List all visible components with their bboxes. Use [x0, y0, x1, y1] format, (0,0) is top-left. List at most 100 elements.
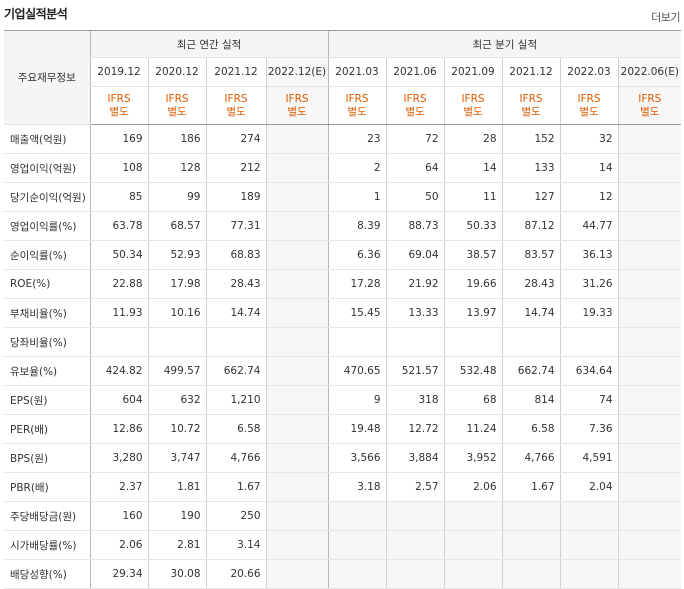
row-label: 시가배당률(%): [4, 530, 90, 560]
annual-value-cell: 3.14: [205, 530, 266, 560]
quarter-value-cell: 3,566: [327, 443, 387, 473]
quarter-value-cell: [617, 443, 682, 473]
annual-value-cell: 250: [205, 501, 266, 531]
annual-value-cell: 160: [89, 501, 148, 531]
table-row: EPS(원) 604 632 1,210 9 318 68 814 74: [4, 385, 682, 415]
quarter-value-cell: 19.66: [443, 269, 503, 299]
standard-separate: 별도: [109, 105, 129, 118]
quarter-value-cell: 31.26: [559, 269, 619, 299]
annual-value-cell: 662.74: [205, 356, 266, 386]
annual-value-cell: [265, 240, 329, 270]
annual-value-cell: [265, 211, 329, 241]
period-header: 2021.12: [205, 57, 266, 87]
table-row: 배당성향(%) 29.34 30.08 20.66: [4, 559, 682, 589]
quarter-value-cell: 1: [327, 182, 387, 212]
quarter-value-cell: 3.18: [327, 472, 387, 502]
period-header: 2021.12: [501, 57, 561, 87]
quarter-value-cell: [617, 298, 682, 328]
annual-value-cell: 1,210: [205, 385, 266, 415]
label-column-header: 주요재무정보: [4, 30, 90, 125]
annual-value-cell: 2.37: [89, 472, 148, 502]
annual-value-cell: 52.93: [147, 240, 206, 270]
quarter-value-cell: [385, 327, 445, 357]
table-body: 매출액(억원) 169 186 274 23 72 28 152 32 영업이익(억원) 108 12…: [4, 124, 682, 589]
quarter-value-cell: 68: [443, 385, 503, 415]
quarter-value-cell: [617, 385, 682, 415]
quarter-value-cell: 23: [327, 124, 387, 154]
accounting-standard-header: IFRS 별도: [501, 86, 561, 125]
accounting-standard-header: IFRS 별도: [205, 86, 266, 125]
quarter-value-cell: 19.33: [559, 298, 619, 328]
quarter-value-cell: [501, 327, 561, 357]
annual-value-cell: 169: [89, 124, 148, 154]
more-link[interactable]: 더보기: [651, 11, 680, 24]
period-header: 2021.06: [385, 57, 445, 87]
quarter-value-cell: [443, 559, 503, 589]
standard-ifrs: IFRS: [403, 92, 427, 105]
annual-value-cell: 11.93: [89, 298, 148, 328]
annual-value-cell: 68.83: [205, 240, 266, 270]
annual-value-cell: 63.78: [89, 211, 148, 241]
row-label: 당기순이익(억원): [4, 182, 90, 212]
table-row: 영업이익(억원) 108 128 212 2 64 14 133 14: [4, 153, 682, 183]
quarter-value-cell: [327, 559, 387, 589]
quarter-value-cell: 3,952: [443, 443, 503, 473]
quarter-value-cell: [559, 559, 619, 589]
standard-ifrs: IFRS: [285, 92, 309, 105]
quarter-value-cell: 2: [327, 153, 387, 183]
quarter-value-cell: [617, 211, 682, 241]
quarter-value-cell: 72: [385, 124, 445, 154]
quarter-value-cell: 15.45: [327, 298, 387, 328]
table-row: 당기순이익(억원) 85 99 189 1 50 11 127 12: [4, 182, 682, 212]
annual-value-cell: 4,766: [205, 443, 266, 473]
row-label: 부채비율(%): [4, 298, 90, 328]
table-row: PER(배) 12.86 10.72 6.58 19.48 12.72 11.24 6.58 7…: [4, 414, 682, 444]
row-label: PER(배): [4, 414, 90, 444]
quarter-value-cell: 470.65: [327, 356, 387, 386]
quarter-value-cell: 2.06: [443, 472, 503, 502]
period-header: 2019.12: [89, 57, 148, 87]
period-header: 2020.12: [147, 57, 206, 87]
annual-value-cell: [265, 385, 329, 415]
quarter-value-cell: 9: [327, 385, 387, 415]
row-label: 유보율(%): [4, 356, 90, 386]
annual-value-cell: 68.57: [147, 211, 206, 241]
annual-value-cell: 85: [89, 182, 148, 212]
quarter-value-cell: 13.97: [443, 298, 503, 328]
quarter-value-cell: 3,884: [385, 443, 445, 473]
annual-value-cell: 29.34: [89, 559, 148, 589]
standard-separate: 별도: [521, 105, 541, 118]
annual-value-cell: [89, 327, 148, 357]
quarter-value-cell: 6.58: [501, 414, 561, 444]
quarter-value-cell: 28: [443, 124, 503, 154]
quarter-value-cell: [617, 414, 682, 444]
quarter-value-cell: 50: [385, 182, 445, 212]
quarter-value-cell: 21.92: [385, 269, 445, 299]
row-label: 영업이익(억원): [4, 153, 90, 183]
annual-value-cell: 190: [147, 501, 206, 531]
annual-value-cell: 10.16: [147, 298, 206, 328]
section-title: 기업실적분석: [4, 7, 68, 21]
quarter-value-cell: [385, 501, 445, 531]
quarter-value-cell: [443, 501, 503, 531]
quarter-value-cell: [385, 530, 445, 560]
annual-value-cell: [265, 182, 329, 212]
annual-value-cell: 1.67: [205, 472, 266, 502]
quarter-value-cell: 532.48: [443, 356, 503, 386]
quarter-value-cell: [443, 530, 503, 560]
quarter-value-cell: [501, 530, 561, 560]
quarter-value-cell: [617, 356, 682, 386]
annual-value-cell: 108: [89, 153, 148, 183]
standard-separate: 별도: [579, 105, 599, 118]
quarter-value-cell: 152: [501, 124, 561, 154]
quarter-value-cell: [617, 269, 682, 299]
quarter-value-cell: 87.12: [501, 211, 561, 241]
quarter-value-cell: 4,766: [501, 443, 561, 473]
quarter-value-cell: 13.33: [385, 298, 445, 328]
table-row: PBR(배) 2.37 1.81 1.67 3.18 2.57 2.06 1.67 2.04: [4, 472, 682, 502]
table-row: 주당배당금(원) 160 190 250: [4, 501, 682, 531]
quarter-value-cell: [617, 530, 682, 560]
quarter-value-cell: 32: [559, 124, 619, 154]
row-label: PBR(배): [4, 472, 90, 502]
annual-value-cell: [265, 472, 329, 502]
